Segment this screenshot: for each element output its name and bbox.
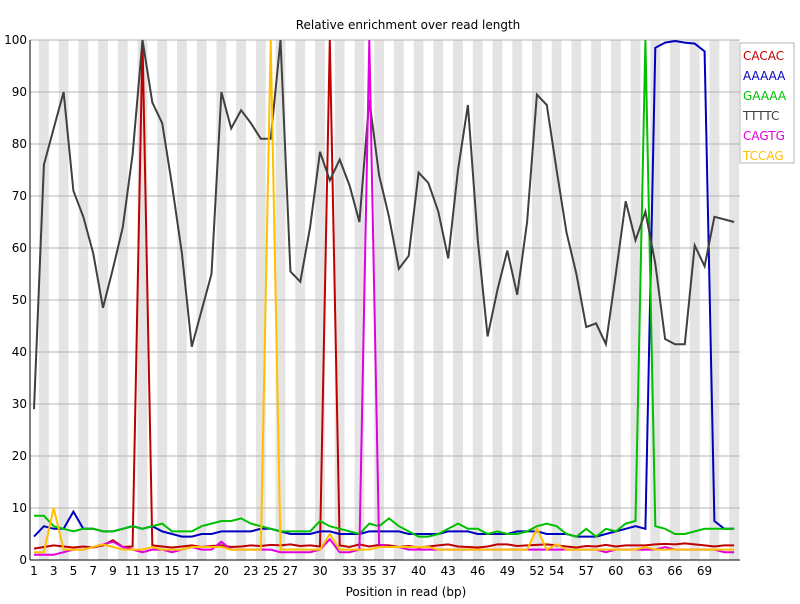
x-tick-label: 20 xyxy=(214,564,229,578)
y-tick-label: 60 xyxy=(12,241,27,255)
legend-entry: AAAAA xyxy=(743,69,786,83)
x-tick-label: 66 xyxy=(667,564,682,578)
x-tick-labels: 1 3 5 7 9 11 13 15 17 20 23 25 27 30 33 35 37 40 43 46 49 52 5… xyxy=(30,564,712,578)
x-tick-label: 15 xyxy=(164,564,179,578)
legend-entry: TCCAG xyxy=(742,149,784,163)
y-tick-label: 10 xyxy=(12,501,27,515)
x-tick-label: 1 xyxy=(30,564,38,578)
y-tick-label: 0 xyxy=(19,553,27,567)
legend: CACAC AAAAA GAAAA TTTTC CAGTG TCCAG xyxy=(739,42,795,164)
y-tick-label: 100 xyxy=(4,33,27,47)
x-tick-label: 40 xyxy=(411,564,426,578)
series-line-ttttc xyxy=(33,39,735,410)
y-tick-label: 80 xyxy=(12,137,27,151)
axes xyxy=(29,40,740,561)
legend-entry: GAAAA xyxy=(743,89,787,103)
x-tick-label: 11 xyxy=(125,564,140,578)
x-tick-label: 3 xyxy=(50,564,58,578)
x-tick-label: 13 xyxy=(145,564,160,578)
series-layer xyxy=(33,39,735,556)
legend-box xyxy=(739,42,795,164)
x-tick-label: 69 xyxy=(697,564,712,578)
x-tick-label: 57 xyxy=(579,564,594,578)
legend-entry: CACAC xyxy=(743,49,784,63)
x-tick-label: 46 xyxy=(470,564,485,578)
legend-entry: CAGTG xyxy=(743,129,785,143)
x-tick-label: 35 xyxy=(362,564,377,578)
x-tick-label: 37 xyxy=(381,564,396,578)
x-tick-label: 17 xyxy=(184,564,199,578)
x-tick-label: 7 xyxy=(89,564,97,578)
x-tick-label: 43 xyxy=(441,564,456,578)
y-tick-label: 70 xyxy=(12,189,27,203)
y-tick-label: 30 xyxy=(12,397,27,411)
x-tick-label: 23 xyxy=(243,564,258,578)
x-tick-label: 63 xyxy=(638,564,653,578)
x-tick-label: 25 xyxy=(263,564,278,578)
y-tick-label: 40 xyxy=(12,345,27,359)
x-tick-label: 9 xyxy=(109,564,117,578)
x-tick-label: 49 xyxy=(500,564,515,578)
x-tick-label: 60 xyxy=(608,564,623,578)
x-tick-label: 30 xyxy=(312,564,327,578)
y-tick-labels: 0 10 20 30 40 50 60 70 80 90 100 xyxy=(4,33,27,567)
y-tick-label: 50 xyxy=(12,293,27,307)
x-tick-label: 33 xyxy=(342,564,357,578)
x-tick-label: 52 xyxy=(529,564,544,578)
series-line-gaaaa xyxy=(34,39,735,538)
chart-title: Relative enrichment over read length xyxy=(296,18,521,32)
x-axis-label: Position in read (bp) xyxy=(346,585,467,599)
series-line-tccag xyxy=(34,39,735,554)
x-tick-label: 27 xyxy=(283,564,298,578)
x-tick-label: 5 xyxy=(70,564,78,578)
y-tick-label: 90 xyxy=(12,85,27,99)
x-tick-label: 54 xyxy=(549,564,564,578)
legend-entry: TTTTC xyxy=(742,109,779,123)
y-tick-label: 20 xyxy=(12,449,27,463)
